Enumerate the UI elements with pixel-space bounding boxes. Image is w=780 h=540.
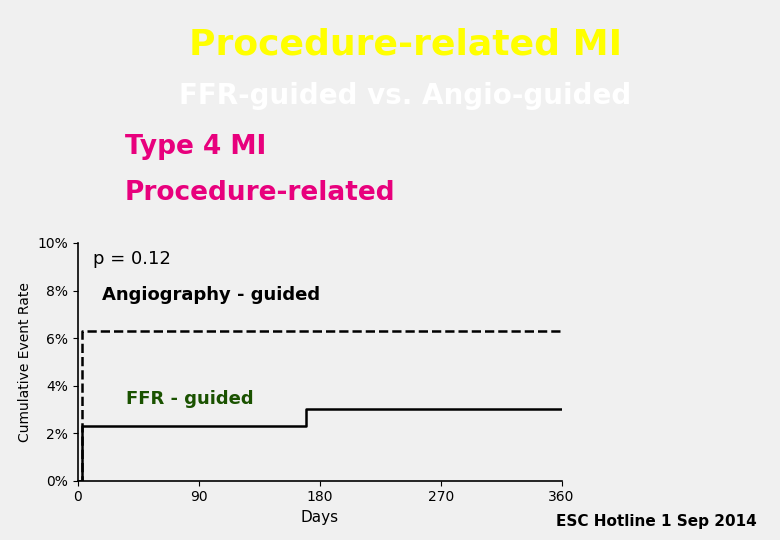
X-axis label: Days: Days [301, 510, 339, 525]
Text: Procedure-related: Procedure-related [125, 180, 395, 206]
Y-axis label: Cumulative Event Rate: Cumulative Event Rate [18, 282, 32, 442]
Text: FFR - guided: FFR - guided [126, 390, 254, 408]
Text: Angiography - guided: Angiography - guided [102, 286, 321, 304]
Text: FFR-guided vs. Angio-guided: FFR-guided vs. Angio-guided [179, 83, 632, 111]
Text: p = 0.12: p = 0.12 [93, 250, 170, 268]
Text: Procedure-related MI: Procedure-related MI [189, 28, 622, 62]
Text: Type 4 MI: Type 4 MI [125, 134, 266, 160]
Text: ESC Hotline 1 Sep 2014: ESC Hotline 1 Sep 2014 [556, 514, 757, 529]
